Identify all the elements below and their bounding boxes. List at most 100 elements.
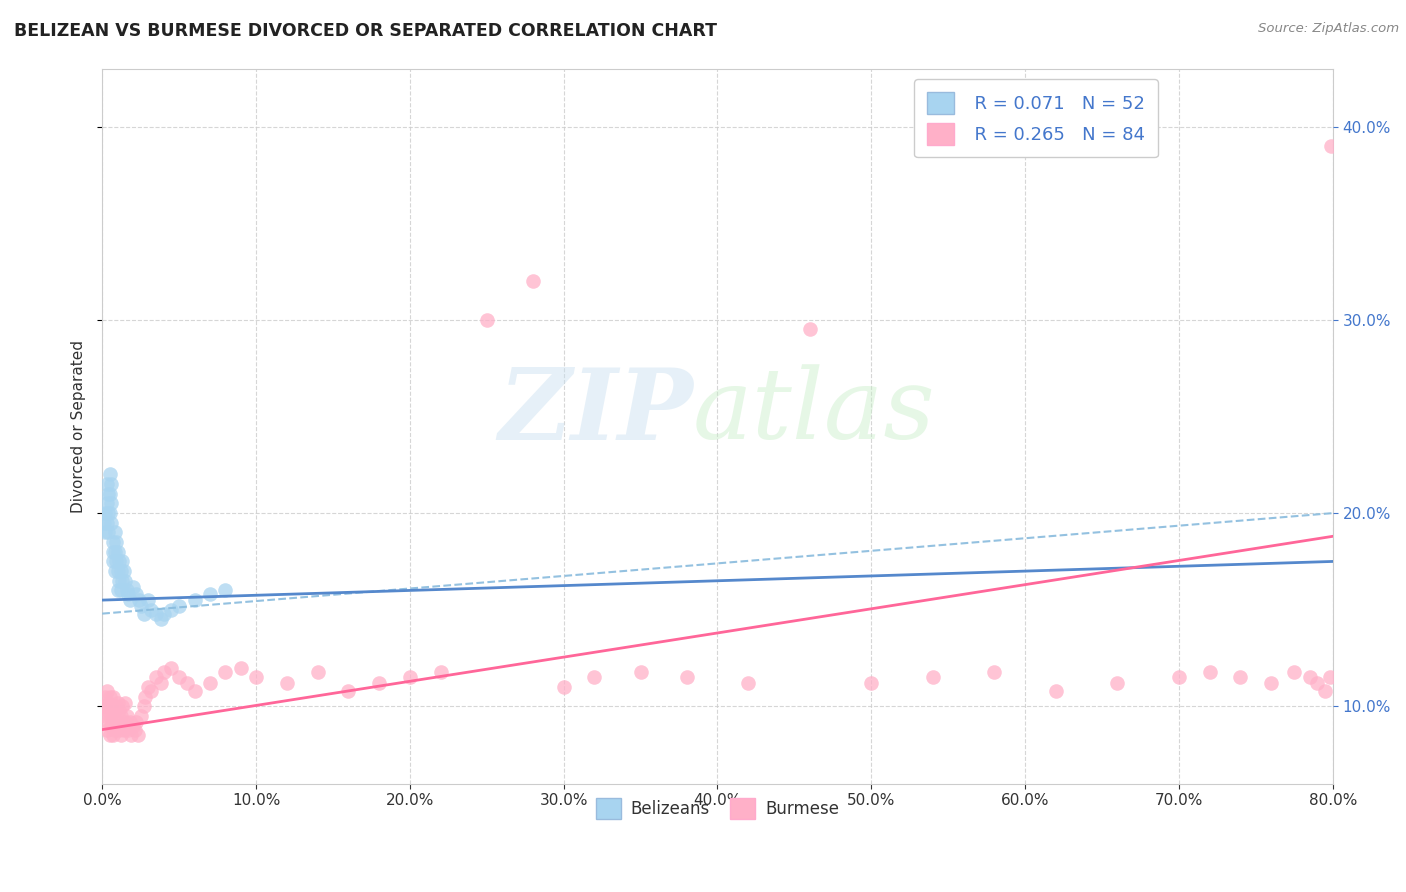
Point (98, 487, 121, 501)
Point (96, 703, 118, 717)
Point (129, 709, 152, 723)
Point (112, 723, 135, 737)
Point (167, 670, 190, 684)
Point (96, 684, 118, 698)
Point (475, 313, 498, 327)
Point (98, 467, 121, 482)
Point (152, 607, 174, 621)
Point (117, 587, 139, 601)
Point (128, 593, 150, 607)
Point (122, 580, 145, 594)
Point (1320, 138, 1343, 153)
Point (110, 564, 132, 578)
Text: ZIP: ZIP (498, 364, 693, 460)
Point (100, 719, 122, 733)
Point (110, 728, 132, 742)
Point (125, 587, 148, 601)
Point (94, 506, 117, 520)
Point (122, 719, 145, 733)
Point (111, 574, 134, 588)
Point (1168, 670, 1191, 684)
Point (141, 684, 163, 698)
Text: atlas: atlas (693, 364, 935, 459)
Point (97, 525, 120, 540)
Point (118, 714, 141, 729)
Point (98, 709, 121, 723)
Point (108, 703, 131, 717)
Point (100, 496, 122, 510)
Point (737, 676, 759, 690)
Point (160, 603, 183, 617)
Point (245, 670, 267, 684)
Point (105, 554, 128, 568)
Point (94, 690, 117, 704)
Point (107, 696, 129, 710)
Point (138, 593, 160, 607)
Point (101, 535, 124, 549)
Point (94, 525, 117, 540)
Point (107, 545, 129, 559)
Point (98, 728, 121, 742)
Point (105, 719, 128, 733)
Point (152, 665, 174, 679)
Point (132, 699, 155, 714)
Point (108, 574, 131, 588)
Point (860, 676, 883, 690)
Point (97, 714, 120, 729)
Point (183, 593, 205, 607)
Legend: Belizeans, Burmese: Belizeans, Burmese (589, 792, 846, 825)
Point (583, 670, 606, 684)
Point (799, 322, 821, 336)
Point (94, 709, 117, 723)
Point (103, 723, 125, 737)
Point (110, 583, 132, 598)
Point (98, 690, 121, 704)
Point (132, 607, 155, 621)
Point (111, 699, 134, 714)
Point (114, 696, 136, 710)
Point (1299, 670, 1322, 684)
Point (145, 607, 167, 621)
Point (105, 699, 128, 714)
Point (98, 506, 121, 520)
Point (101, 728, 124, 742)
Point (114, 714, 136, 729)
Point (103, 703, 125, 717)
Point (675, 670, 697, 684)
Point (183, 684, 205, 698)
Point (138, 680, 160, 694)
Point (107, 583, 129, 598)
Point (115, 709, 138, 723)
Point (124, 723, 146, 737)
Point (93, 516, 115, 530)
Point (167, 599, 190, 613)
Point (105, 535, 128, 549)
Point (160, 661, 183, 675)
Point (1319, 670, 1341, 684)
Point (134, 690, 156, 704)
Point (110, 709, 132, 723)
Point (125, 714, 148, 729)
Point (214, 665, 236, 679)
Point (553, 680, 575, 694)
Point (983, 665, 1005, 679)
Point (214, 583, 236, 598)
Point (276, 676, 298, 690)
Y-axis label: Divorced or Separated: Divorced or Separated (72, 340, 86, 513)
Point (307, 665, 329, 679)
Point (101, 545, 124, 559)
Point (129, 599, 152, 613)
Point (117, 723, 139, 737)
Point (93, 699, 115, 714)
Point (97, 696, 120, 710)
Point (101, 709, 124, 723)
Text: Source: ZipAtlas.com: Source: ZipAtlas.com (1258, 22, 1399, 36)
Point (198, 587, 221, 601)
Point (127, 728, 149, 742)
Point (103, 545, 125, 559)
Point (111, 719, 134, 733)
Point (120, 728, 142, 742)
Point (103, 525, 125, 540)
Point (101, 690, 124, 704)
Point (399, 670, 422, 684)
